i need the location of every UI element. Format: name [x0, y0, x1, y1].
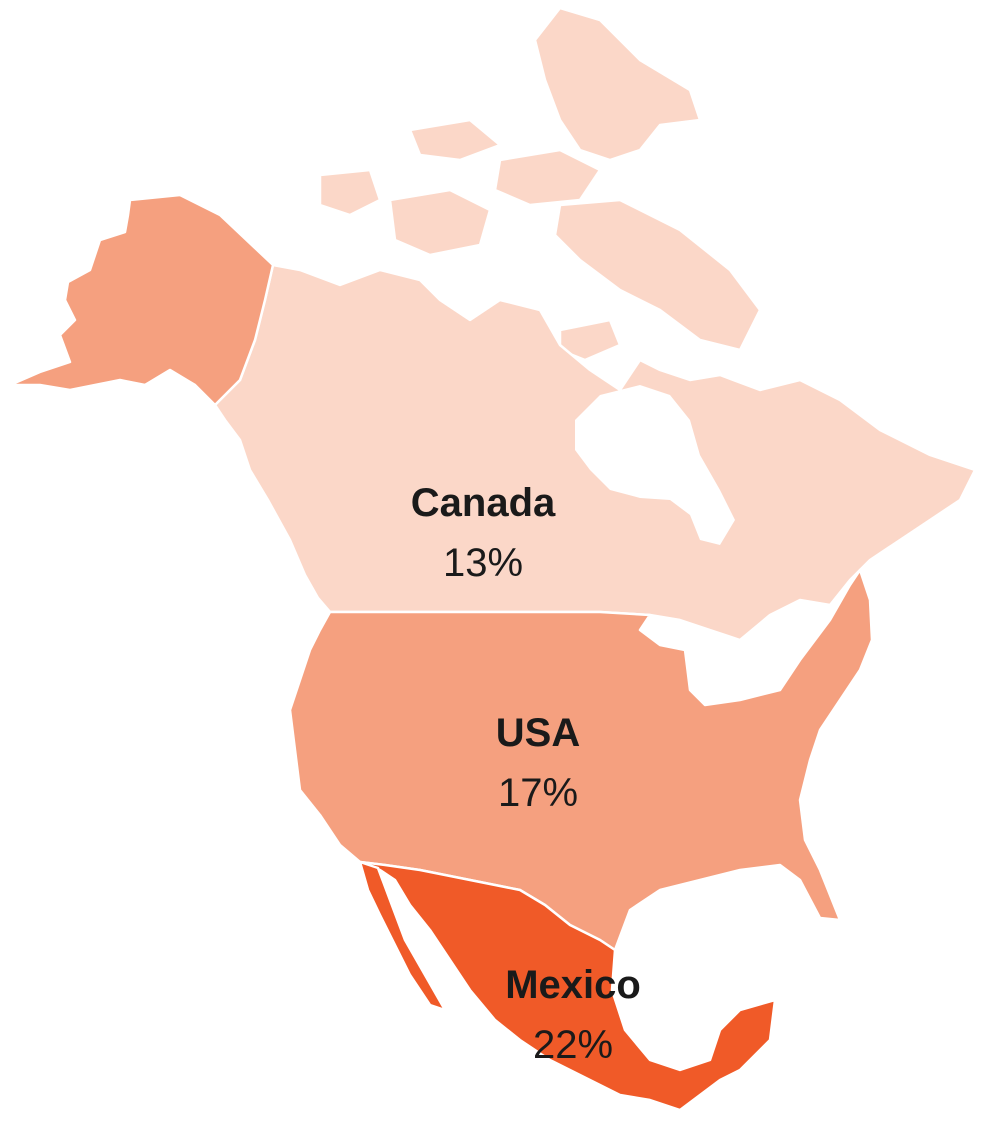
- alaska-region: [8, 193, 275, 407]
- mexico-region: [358, 860, 777, 1112]
- baffin-island: [553, 198, 762, 352]
- parry-islands: [408, 118, 502, 162]
- mexico-value: 22%: [533, 1023, 613, 1067]
- canada-value: 13%: [443, 541, 523, 585]
- devon-island: [493, 148, 602, 207]
- mexico-name: Mexico: [505, 963, 641, 1007]
- lake-huron: [715, 640, 745, 690]
- canada-name: Canada: [411, 481, 556, 525]
- usa-region: [288, 568, 874, 952]
- label-canada: Canada 13%: [411, 481, 556, 585]
- label-usa: USA 17%: [496, 711, 580, 815]
- ellesmere-island: [533, 6, 702, 162]
- canada-arctic-islands: [318, 6, 762, 362]
- victoria-island: [388, 188, 492, 257]
- usa-name: USA: [496, 711, 580, 755]
- hudson-bay: [575, 385, 735, 545]
- banks-island: [318, 168, 382, 217]
- baja-california: [358, 860, 447, 1012]
- usa-value: 17%: [498, 771, 578, 815]
- label-mexico: Mexico 22%: [505, 963, 641, 1067]
